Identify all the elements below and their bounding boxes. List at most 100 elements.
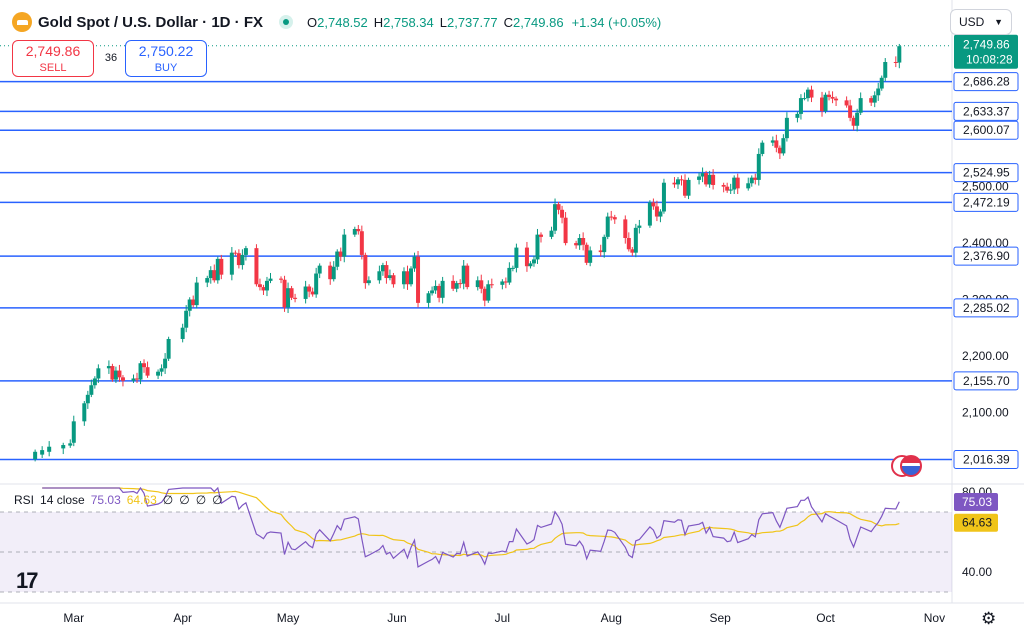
candle-body [229, 252, 234, 275]
level-label: 2,016.39 [963, 452, 1010, 466]
candle-body [208, 270, 213, 279]
rsi-line [42, 486, 900, 568]
candle-body [194, 282, 199, 306]
candle-body [166, 338, 171, 359]
level-tag [953, 101, 1019, 121]
candle-body [163, 358, 168, 369]
candle-body [879, 77, 884, 89]
candle-body [510, 267, 515, 269]
candle-body [96, 368, 101, 379]
candle-body [855, 112, 860, 126]
candle-body [61, 445, 66, 449]
level-tag [953, 246, 1019, 266]
candle-body [588, 250, 593, 263]
spread-value: 36 [104, 52, 118, 64]
candle-body [549, 230, 554, 237]
candle-body [454, 283, 459, 289]
candle-body [433, 285, 438, 291]
candle-body [563, 217, 568, 244]
buy-label: BUY [154, 62, 178, 74]
tradingview-logo-icon[interactable]: 17 [16, 568, 39, 593]
candle-body [735, 177, 740, 189]
buy-button[interactable]: 2,750.22 BUY [125, 40, 207, 77]
level-label: 2,376.90 [963, 249, 1010, 263]
level-tag [953, 449, 1019, 469]
candle-body [416, 256, 421, 303]
sell-button[interactable]: 2,749.86 SELL [12, 40, 94, 77]
candle-body [120, 377, 125, 381]
currency-select[interactable]: USD ▼ [950, 9, 1012, 35]
candle-body [827, 94, 832, 97]
gear-icon[interactable]: ⚙ [981, 609, 997, 628]
candle-body [437, 285, 442, 298]
candle-body [707, 174, 712, 185]
rsi-title: RSI [14, 493, 35, 507]
level-tag [953, 371, 1019, 391]
candle-body [293, 297, 298, 299]
candle-body [240, 254, 245, 266]
candle-body [503, 281, 508, 283]
countdown-label: 10:08:28 [966, 53, 1013, 67]
candle-body [359, 231, 364, 255]
candle-body [834, 98, 839, 101]
candle-body [307, 286, 312, 292]
candle-body [823, 94, 828, 112]
chevron-down-icon: ▼ [994, 17, 1003, 27]
candle-body [289, 288, 294, 298]
candle-body [651, 202, 656, 207]
candle-body [770, 140, 775, 143]
market-open-icon [279, 15, 294, 29]
candle-body [205, 278, 210, 283]
rsi-ma-tag-label: 64.63 [962, 516, 992, 530]
last-price-tag [954, 34, 1018, 69]
us-flag-icon[interactable] [891, 455, 923, 477]
symbol-title[interactable]: Gold Spot / U.S. Dollar · 1D · FX [38, 13, 264, 31]
candle-body [317, 265, 322, 274]
candle-body [219, 258, 224, 275]
symbol-header: Gold Spot / U.S. Dollar · 1D · FX O2,748… [12, 10, 661, 34]
candle-body [883, 62, 888, 78]
candle-body [405, 271, 410, 285]
high-label: H [373, 14, 384, 30]
time-tick-label: Aug [601, 611, 622, 625]
candle-body [142, 363, 147, 368]
price-tick-label: 2,100.00 [962, 405, 1009, 419]
candle-body [33, 451, 38, 460]
candle-body [475, 280, 480, 288]
candle-body [633, 227, 638, 253]
candle-body [409, 268, 414, 285]
candle-body [387, 275, 392, 279]
candle-body [85, 394, 90, 404]
candle-body [145, 367, 150, 376]
candle-body [598, 250, 603, 253]
time-tick-label: May [277, 611, 300, 625]
level-tag [953, 192, 1019, 212]
candle-body [820, 97, 825, 112]
high-value: 2,758.34 [383, 14, 434, 30]
level-label: 2,472.19 [963, 195, 1010, 209]
candle-body [135, 378, 140, 380]
candle-body [391, 275, 396, 285]
candle-body [602, 236, 607, 253]
rsi-flag-1: ∅ [162, 493, 174, 507]
candle-body [184, 310, 189, 328]
candle-body [514, 247, 519, 268]
level-tag [953, 298, 1019, 318]
candle-body [876, 88, 881, 96]
time-tick-label: Mar [63, 611, 84, 625]
last-price-label: 2,749.86 [963, 38, 1010, 52]
candle-body [784, 117, 789, 139]
open-value: 2,748.52 [317, 14, 368, 30]
candle-body [138, 363, 143, 380]
low-value: 2,737.77 [446, 14, 498, 30]
candle-body [798, 98, 803, 114]
candle-body [380, 265, 385, 272]
candle-body [858, 98, 863, 113]
candle-body [335, 251, 340, 267]
candle-body [658, 211, 663, 217]
rsi-legend[interactable]: RSI 14 close 75.03 64.63 ∅ ∅ ∅ ∅ [14, 493, 223, 507]
candle-body [584, 244, 589, 263]
